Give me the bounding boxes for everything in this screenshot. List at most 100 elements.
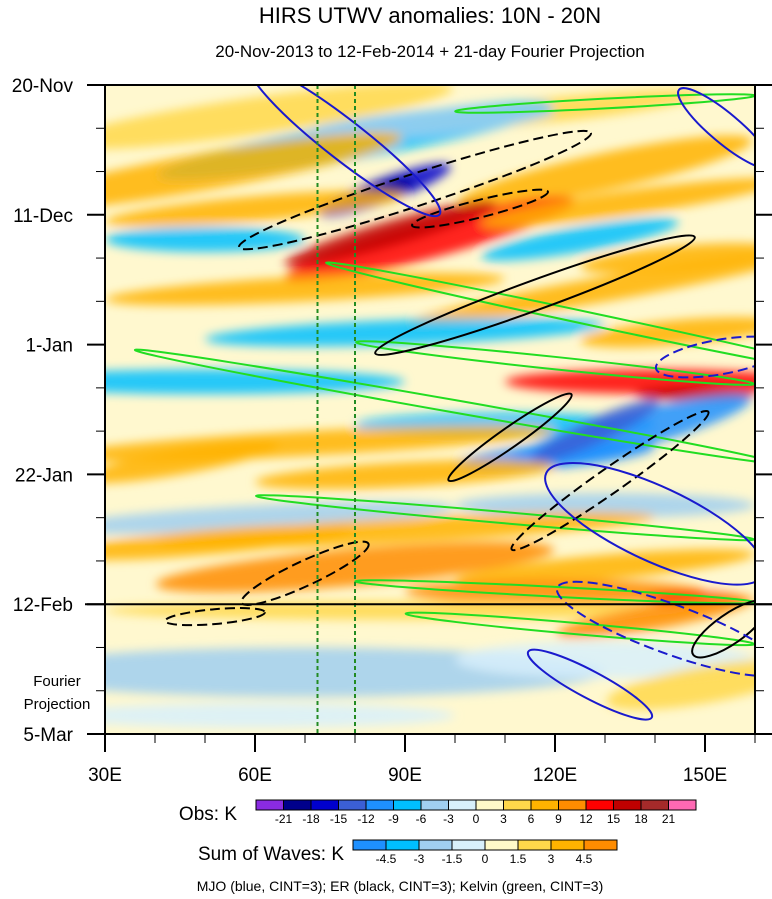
anomaly-blob	[105, 227, 305, 252]
projection-label-line2: Projection	[24, 696, 91, 713]
projection-label-line1: Fourier	[33, 673, 81, 690]
kelvin-contour	[133, 348, 755, 465]
er-contour	[447, 392, 573, 483]
colorbar-swatch	[484, 839, 519, 851]
colorbar-swatch	[385, 839, 420, 851]
x-tick-label: 120E	[533, 765, 577, 786]
anomaly-blob	[105, 132, 402, 211]
colorbar-level: 21	[662, 812, 676, 826]
y-tick-label: 12-Feb	[13, 595, 73, 616]
colorbar-swatch	[475, 799, 504, 811]
colorbar-swatch	[583, 839, 618, 851]
anomaly-blob	[405, 579, 705, 605]
er-contour	[164, 607, 266, 627]
colorbar-level: -18	[302, 812, 320, 826]
anomaly-blob	[155, 541, 555, 593]
mjo-contour	[526, 648, 654, 721]
colorbar-swatch	[668, 799, 697, 811]
colorbar-level: 18	[634, 812, 648, 826]
colorbar-swatch	[393, 799, 422, 811]
colorbar-swatch	[338, 799, 367, 811]
anomaly-blob	[455, 549, 755, 586]
colorbar-level: -3	[443, 812, 454, 826]
colorbar-swatch	[448, 799, 477, 811]
colorbar-swatch	[585, 799, 614, 811]
colorbar-swatch	[283, 799, 312, 811]
anomaly-blob	[458, 135, 752, 208]
colorbar-level: -4.5	[376, 852, 397, 866]
y-axis: 20-Nov 11-Dec 1-Jan 22-Jan 12-Feb 5-Mar	[12, 76, 772, 746]
colorbar-level: -12	[357, 812, 375, 826]
x-tick-label: 90E	[388, 765, 422, 786]
mjo-contour	[555, 580, 755, 678]
anomaly-blob	[105, 524, 355, 561]
colorbar-level: 0	[482, 852, 489, 866]
plot-frame	[104, 84, 756, 735]
colorbar-level: 0	[473, 812, 480, 826]
chart-subtitle: 20-Nov-2013 to 12-Feb-2014 + 21-day Four…	[215, 42, 645, 61]
colorbar-level: 12	[579, 812, 593, 826]
x-tick-label: 150E	[683, 765, 727, 786]
x-tick-label: 30E	[88, 765, 122, 786]
colorbar-swatch	[613, 799, 642, 811]
er-contour	[411, 188, 549, 229]
y-tick-label: 5-Mar	[23, 725, 73, 746]
colorbar-level: -3	[414, 852, 425, 866]
colorbar-swatch	[352, 839, 387, 851]
y-tick-label: 11-Dec	[13, 206, 73, 227]
colorbar-swatch	[418, 839, 453, 851]
anomaly-blob	[105, 369, 405, 395]
kelvin-contour	[355, 340, 755, 386]
colorbar-swatch	[640, 799, 669, 811]
kelvin-contour	[325, 261, 755, 379]
footer-caption: MJO (blue, CINT=3); ER (black, CINT=3); …	[197, 878, 604, 894]
colorbar-level: 1.5	[510, 852, 527, 866]
waves-legend: -4.5 -3 -1.5 0 1.5 3 4.5	[352, 839, 618, 866]
reference-lines	[316, 85, 356, 734]
colorbar-level: 4.5	[576, 852, 593, 866]
colorbar-swatch	[550, 839, 585, 851]
colorbar-level: -6	[416, 812, 427, 826]
colorbar-swatch	[530, 799, 559, 811]
er-contour	[510, 410, 710, 552]
obs-legend-label: Obs: K	[179, 804, 237, 825]
colorbar-swatch	[558, 799, 587, 811]
anomaly-blob	[284, 200, 496, 266]
chart-title: HIRS UTWV anomalies: 10N - 20N	[259, 3, 601, 28]
anomaly-blob	[105, 601, 705, 620]
colorbar-level: -9	[388, 812, 399, 826]
mjo-contour	[248, 85, 442, 218]
mjo-contour	[677, 87, 755, 170]
obs-legend: -21 -18 -15 -12 -9 -6 -3 0 3 6 9 12 15 18 21	[255, 799, 697, 826]
anomaly-blob	[481, 178, 755, 227]
colorbar-level: -15	[330, 812, 348, 826]
colorbar-swatch	[517, 839, 552, 851]
anomaly-blob	[481, 218, 679, 261]
colorbar-level: -21	[275, 812, 293, 826]
anomaly-blob	[105, 190, 405, 227]
anomaly-blob	[255, 459, 555, 490]
er-contour	[374, 234, 696, 356]
colorbar-level: 9	[555, 812, 562, 826]
anomaly-blob	[531, 399, 659, 463]
y-tick-label: 22-Jan	[15, 465, 73, 486]
colorbar-swatch	[503, 799, 532, 811]
y-tick-label: 20-Nov	[12, 76, 74, 97]
anomaly-blob	[580, 242, 755, 274]
er-contour	[691, 599, 755, 659]
anomaly-blob	[105, 440, 279, 484]
x-tick-label: 60E	[238, 765, 272, 786]
plot-area	[105, 85, 755, 734]
waves-legend-label: Sum of Waves: K	[198, 844, 344, 865]
colorbar-swatch	[310, 799, 339, 811]
anomaly-blob	[305, 105, 555, 139]
er-contours	[164, 129, 755, 659]
colorbar-level: 3	[548, 852, 555, 866]
anomaly-blob	[105, 272, 505, 306]
anomaly-field	[105, 85, 755, 728]
anomaly-blob	[455, 492, 755, 518]
y-tick-label: 1-Jan	[25, 336, 73, 357]
mjo-contour	[544, 461, 755, 586]
mjo-contours	[248, 85, 755, 721]
